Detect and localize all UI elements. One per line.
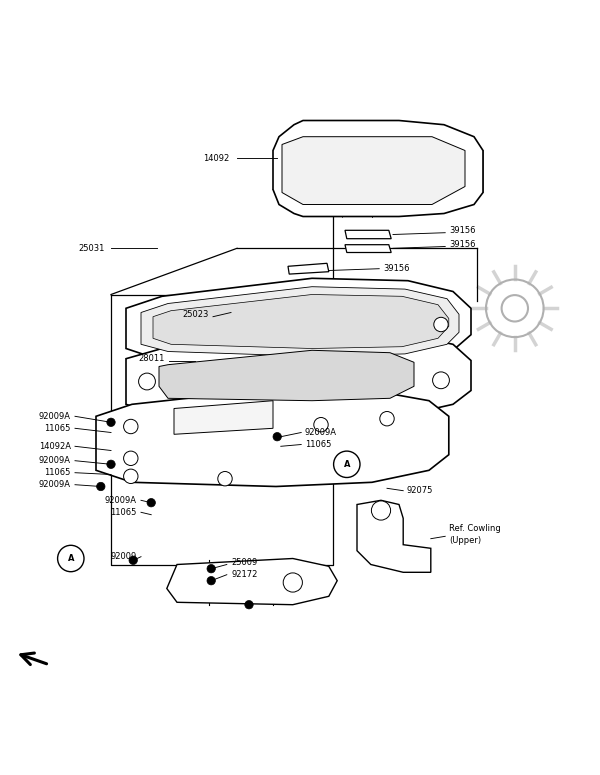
Polygon shape xyxy=(126,278,471,365)
Text: 11065: 11065 xyxy=(44,468,71,477)
Polygon shape xyxy=(159,350,414,401)
Text: 92009A: 92009A xyxy=(39,456,71,465)
Text: 25031: 25031 xyxy=(79,244,105,253)
Polygon shape xyxy=(357,501,431,572)
Text: 25009: 25009 xyxy=(231,558,257,567)
Text: 92009A: 92009A xyxy=(39,412,71,421)
Text: 39156: 39156 xyxy=(383,264,409,274)
Circle shape xyxy=(139,373,155,390)
Circle shape xyxy=(218,471,232,486)
Circle shape xyxy=(380,412,394,426)
Circle shape xyxy=(371,501,391,520)
Circle shape xyxy=(433,372,449,389)
Text: Ref. Cowling
(Upper): Ref. Cowling (Upper) xyxy=(449,525,500,545)
Circle shape xyxy=(124,469,138,484)
Circle shape xyxy=(334,451,360,477)
Polygon shape xyxy=(345,245,391,253)
Circle shape xyxy=(147,498,155,507)
Polygon shape xyxy=(174,401,273,434)
Text: 39156: 39156 xyxy=(449,240,475,250)
Polygon shape xyxy=(273,120,483,216)
Circle shape xyxy=(207,577,215,585)
Text: 14092: 14092 xyxy=(203,153,230,163)
Circle shape xyxy=(434,317,448,332)
Circle shape xyxy=(245,601,253,609)
Polygon shape xyxy=(96,389,449,487)
Text: 39156: 39156 xyxy=(449,226,475,235)
Text: 11065: 11065 xyxy=(305,440,331,449)
Text: 92009A: 92009A xyxy=(305,428,337,437)
Polygon shape xyxy=(282,136,465,205)
Polygon shape xyxy=(345,230,391,239)
Text: 28011: 28011 xyxy=(139,354,165,363)
Text: 11065: 11065 xyxy=(44,424,71,432)
Text: PartsRepublik: PartsRepublik xyxy=(146,308,358,467)
Text: 92075: 92075 xyxy=(407,486,433,495)
Text: 25023: 25023 xyxy=(182,310,209,319)
Circle shape xyxy=(107,418,115,426)
Circle shape xyxy=(124,451,138,466)
Text: 92009: 92009 xyxy=(110,553,137,561)
Text: 14092A: 14092A xyxy=(39,442,71,451)
Text: 11065: 11065 xyxy=(110,508,137,517)
Polygon shape xyxy=(126,332,471,418)
Text: A: A xyxy=(344,460,350,469)
Circle shape xyxy=(283,573,302,592)
Text: 92009A: 92009A xyxy=(39,480,71,489)
Circle shape xyxy=(207,564,215,573)
Circle shape xyxy=(314,418,328,432)
Circle shape xyxy=(97,482,105,491)
Circle shape xyxy=(273,432,281,441)
Text: 92172: 92172 xyxy=(231,570,257,579)
Circle shape xyxy=(107,460,115,469)
Text: 92009A: 92009A xyxy=(105,496,137,505)
Text: A: A xyxy=(68,554,74,563)
Circle shape xyxy=(124,419,138,434)
Circle shape xyxy=(129,556,137,564)
Polygon shape xyxy=(153,294,449,349)
Polygon shape xyxy=(141,287,459,356)
Polygon shape xyxy=(288,264,329,274)
Polygon shape xyxy=(167,559,337,604)
Circle shape xyxy=(58,546,84,572)
